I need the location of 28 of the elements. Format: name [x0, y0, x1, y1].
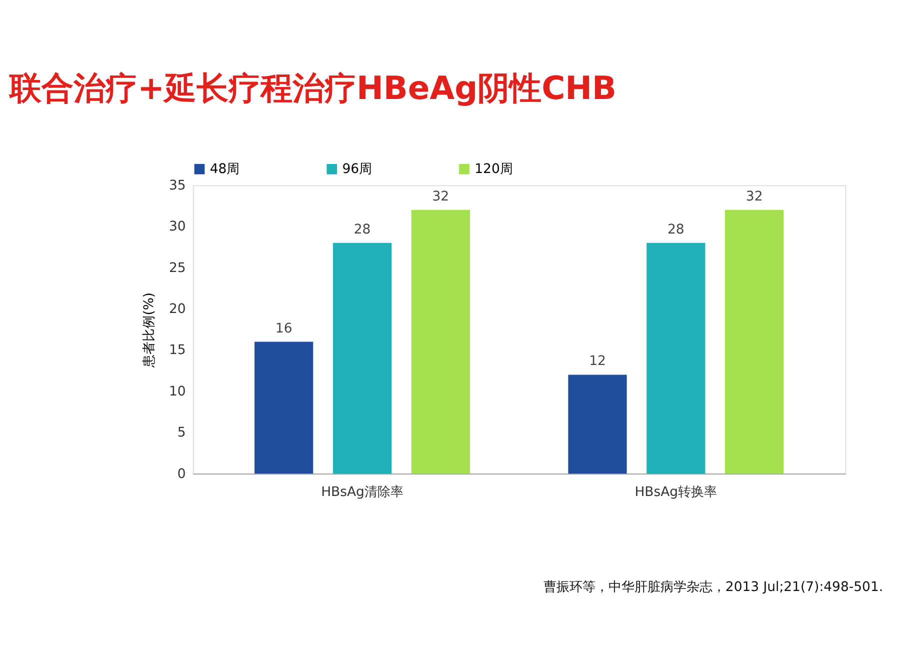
y-tick-label: 10 [168, 384, 186, 400]
legend-label: 48周 [210, 162, 240, 177]
bar [254, 342, 314, 474]
bar [568, 374, 627, 474]
y-tick-label: 30 [168, 220, 186, 235]
y-axis-title: 患者比例(%) [142, 292, 157, 368]
text: 曹振环等，中华肝脏病学杂志，2013 Jul;21(7):498-501. [543, 580, 884, 595]
y-tick-label: 5 [177, 426, 186, 441]
data-label: 12 [589, 354, 606, 370]
y-tick-label: 0 [177, 466, 186, 482]
data-label: 32 [746, 189, 763, 204]
data-label: 32 [432, 189, 450, 204]
data-label: 28 [667, 222, 684, 238]
y-tick-label: 20 [168, 302, 186, 318]
bar [411, 210, 470, 474]
x-tick-label: HBsAg转换率 [634, 484, 718, 500]
bar [646, 242, 706, 474]
bar [332, 242, 392, 474]
bar [725, 210, 784, 474]
x-tick-label: HBsAg清除率 [321, 484, 404, 500]
data-label: 28 [354, 222, 371, 238]
y-tick-label: 15 [168, 343, 186, 358]
y-tick-label: 25 [168, 260, 186, 276]
data-label: 16 [275, 321, 292, 336]
chart-title: 联合治疗+延长疗程治疗HBeAg阴性CHB [8, 69, 617, 108]
legend-label: 120周 [474, 162, 513, 177]
y-tick-label: 35 [168, 178, 186, 194]
legend-label: 96周 [342, 162, 372, 177]
